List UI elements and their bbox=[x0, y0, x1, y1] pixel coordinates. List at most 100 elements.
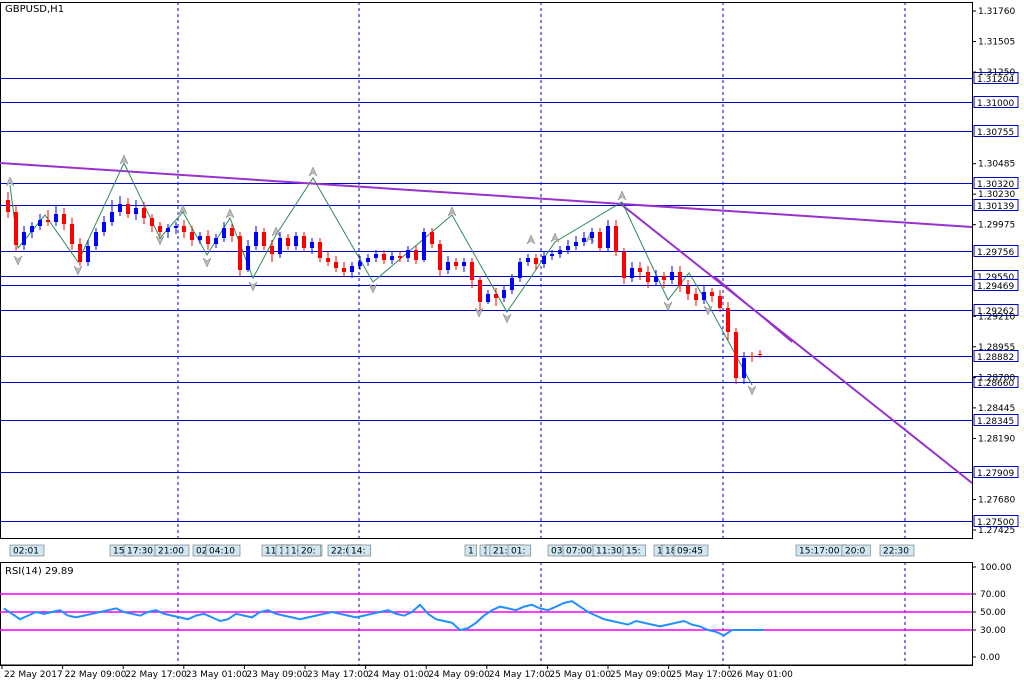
candle-down bbox=[478, 280, 482, 302]
candle-up bbox=[30, 226, 34, 232]
candle-down bbox=[206, 236, 210, 244]
candle-down bbox=[270, 246, 274, 254]
candle-up bbox=[134, 208, 138, 214]
trendline bbox=[714, 276, 793, 343]
candle-up bbox=[246, 246, 250, 270]
price-level-tag bbox=[973, 515, 1019, 527]
price-level-tag bbox=[973, 245, 1019, 257]
candle-up bbox=[462, 262, 466, 266]
swing-time-tag bbox=[347, 544, 372, 557]
candle-up bbox=[198, 236, 202, 240]
swing-time-tag bbox=[879, 544, 915, 557]
price-level-label: 1.30755 bbox=[977, 128, 1014, 138]
candle-up bbox=[102, 222, 106, 232]
time-label: 25 May 09:00 bbox=[610, 670, 672, 680]
swing-time-tag-label: 11:30 bbox=[596, 547, 622, 557]
candle-up bbox=[702, 292, 706, 300]
fractal-up-arrow bbox=[225, 208, 235, 219]
price-level-label: 1.30139 bbox=[977, 202, 1014, 212]
swing-time-tag-label: 22:00 bbox=[331, 547, 357, 557]
candle-down bbox=[678, 272, 682, 286]
price-panel-frame bbox=[0, 2, 973, 539]
price-level-label: 1.27500 bbox=[977, 518, 1014, 528]
price-level-label: 1.27909 bbox=[977, 469, 1014, 479]
price-level-label: 1.29756 bbox=[977, 248, 1014, 258]
swing-time-tag-label: 20:0 bbox=[845, 547, 865, 557]
price-level-label: 1.31204 bbox=[977, 75, 1014, 85]
price-level-label: 1.31000 bbox=[977, 99, 1014, 109]
candle-up bbox=[654, 276, 658, 282]
swing-time-tag-label: 15:17:00 bbox=[799, 547, 840, 557]
time-label: 25 May 01:00 bbox=[549, 670, 611, 680]
candle-down bbox=[334, 262, 338, 268]
candle-up bbox=[630, 268, 634, 278]
price-tick-label: 1.28190 bbox=[978, 434, 1015, 444]
time-label: 26 May 01:00 bbox=[731, 670, 793, 680]
candle-down bbox=[726, 308, 730, 332]
time-label: 24 May 17:00 bbox=[489, 670, 551, 680]
candle-up bbox=[542, 256, 546, 264]
time-label: 24 May 09:00 bbox=[428, 670, 490, 680]
time-label: 22 May 17:00 bbox=[125, 670, 187, 680]
candle-down bbox=[646, 272, 650, 282]
fractal-up-arrow bbox=[617, 190, 627, 201]
candle-down bbox=[638, 268, 642, 272]
candle-down bbox=[190, 232, 194, 240]
fractal-down-arrow bbox=[663, 301, 673, 312]
candle-up bbox=[550, 254, 554, 256]
price-tick-label: 1.28445 bbox=[978, 404, 1015, 414]
candle-down bbox=[470, 262, 474, 280]
candle-down bbox=[694, 294, 698, 300]
swing-time-tag bbox=[297, 544, 322, 557]
price-level-tag bbox=[973, 414, 1019, 426]
rsi-tick-label: 30.00 bbox=[980, 626, 1006, 636]
candle-down bbox=[62, 214, 66, 224]
price-tick-label: 1.27680 bbox=[978, 495, 1015, 505]
price-level-tag bbox=[973, 376, 1019, 388]
candle-down bbox=[662, 276, 666, 280]
time-label: 23 May 09:00 bbox=[246, 670, 308, 680]
price-tick-label: 1.27425 bbox=[978, 526, 1015, 536]
candle-up bbox=[446, 262, 450, 270]
fractal-up-arrow bbox=[526, 234, 536, 245]
swing-time-tag-label: 17:30 bbox=[127, 547, 153, 557]
candle-up bbox=[278, 238, 282, 254]
price-level-tag bbox=[973, 350, 1019, 362]
candle-down bbox=[414, 250, 418, 260]
candle-up bbox=[358, 262, 362, 266]
candle-up bbox=[118, 204, 122, 212]
fractal-down-arrow bbox=[502, 313, 512, 324]
price-tick-label: 1.31760 bbox=[978, 7, 1015, 17]
candle-down bbox=[430, 232, 434, 244]
candle-down bbox=[534, 258, 538, 264]
price-level-tag bbox=[973, 199, 1019, 211]
candle-up bbox=[94, 232, 98, 246]
candle-down bbox=[286, 238, 290, 246]
price-level-label: 1.29262 bbox=[977, 307, 1014, 317]
candle-down bbox=[158, 226, 162, 232]
price-tick-label: 1.31250 bbox=[978, 68, 1015, 78]
swing-time-tag-label: 02:01 bbox=[13, 547, 39, 557]
candle-down bbox=[142, 208, 146, 218]
time-label: 22 May 09:00 bbox=[65, 670, 127, 680]
swing-time-tag-label: 14: bbox=[351, 547, 365, 557]
price-tick-label: 1.29210 bbox=[978, 312, 1015, 322]
candle-up bbox=[558, 250, 562, 254]
swing-time-tag-label: 09:45 bbox=[677, 547, 703, 557]
time-label: 24 May 01:00 bbox=[368, 670, 430, 680]
candle-down bbox=[318, 242, 322, 258]
candle-up bbox=[510, 278, 514, 290]
price-tick-label: 1.28700 bbox=[978, 373, 1015, 383]
candle-down bbox=[230, 228, 234, 236]
candle-up bbox=[590, 232, 594, 238]
swing-time-tag-label: 02: bbox=[196, 547, 210, 557]
fractal-up-arrow bbox=[447, 206, 457, 217]
candle-up bbox=[110, 212, 114, 222]
price-level-tag bbox=[973, 279, 1019, 291]
candle-up bbox=[22, 232, 26, 245]
candle-down bbox=[326, 258, 330, 262]
fractal-up-arrow bbox=[178, 204, 188, 215]
candle-up bbox=[486, 294, 490, 302]
candle-down bbox=[718, 296, 722, 308]
